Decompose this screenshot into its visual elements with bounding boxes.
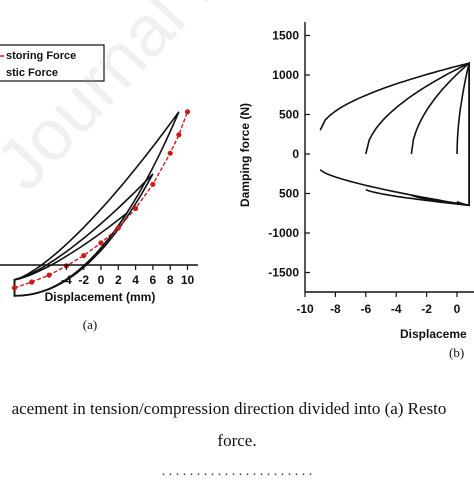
panel-b-x-tick-label: -2: [421, 302, 432, 316]
panel-a-tick-label: 4: [132, 273, 139, 287]
panel-a-restoring-line: [14, 111, 189, 289]
panel-a-restoring-point: [133, 205, 139, 211]
legend-label-elastic: stic Force: [6, 67, 58, 79]
legend-box: [0, 44, 105, 82]
panel-a-restoring-point: [46, 272, 52, 278]
panel-a-restoring-point: [81, 253, 87, 259]
panel-a-tick-label: 0: [98, 273, 105, 287]
panel-a-restoring-point: [176, 132, 182, 138]
panel-b-y-axis-title: Damping force (N): [238, 103, 252, 207]
figure-caption-line-2: force.: [217, 431, 257, 450]
panel-b-x-tick-label: -4: [391, 302, 402, 316]
panel-b-y-tick-label: -1000: [268, 226, 299, 240]
panel-b-x-tick-label: 0: [454, 302, 461, 316]
panel-b-hysteresis-loops: [319, 61, 470, 207]
panel-b-label: (b): [449, 345, 464, 360]
panel-b-x-tick-label: -8: [330, 302, 341, 316]
figure-caption-line-1: acement in tension/compression direction…: [11, 399, 447, 418]
panel-b-y-tick-label: 1500: [272, 29, 299, 43]
panel-a-restoring-point: [167, 150, 173, 156]
panel-a-restoring-point: [11, 285, 18, 291]
panel-a-hysteresis-loops: [13, 111, 180, 297]
panel-b-y-tick-label: 0: [292, 147, 299, 161]
panel-a-loop-3: [13, 111, 180, 297]
panel-a-restoring-series: [11, 109, 191, 291]
panel-b-y-tick-label: 500: [279, 187, 299, 201]
panel-a-restoring-force-plot: storing Force stic Force -4 -2 0 2 4 6 8 10 Dis…: [0, 44, 198, 332]
panel-b-x-ticks: -10 -8 -6 -4 -2 0: [296, 292, 461, 316]
panel-a-tick-label: 6: [150, 273, 157, 287]
panel-b-y-tick-label: 1000: [272, 68, 299, 82]
panel-a-tick-label: 2: [115, 273, 122, 287]
panel-b-x-tick-label: -6: [360, 302, 371, 316]
panel-b-y-tick-label: -1500: [268, 266, 299, 280]
panel-b-loop-2: [365, 61, 470, 207]
panel-a-x-ticks: -4 -2 0 2 4 6 8 10: [61, 265, 194, 287]
panel-b-y-ticks: 1500 1000 500 0 500 -1000 -1500: [268, 29, 310, 280]
panel-a-tick-label: -2: [78, 273, 89, 287]
panel-a-restoring-point: [150, 181, 156, 187]
panel-b-loop-4: [456, 63, 470, 207]
panel-a-restoring-point: [115, 225, 121, 231]
panel-b-x-axis-title: Displaceme: [400, 327, 467, 341]
panel-b-y-tick-label: 500: [279, 108, 299, 122]
legend-label-restoring: storing Force: [6, 50, 76, 62]
figure-caption-line-3: . . . . . . . . . . . . . . . . . . . . …: [161, 464, 313, 479]
panel-a-restoring-point: [184, 109, 191, 115]
panel-a-tick-label: -4: [61, 273, 72, 287]
panel-b-damping-force-plot: 1500 1000 500 0 500 -1000 -1500 -10 -8 -6 -4 -2 0 D…: [238, 22, 474, 360]
panel-a-label: (a): [83, 317, 97, 332]
panel-a-x-axis-title: Displacement (mm): [45, 290, 156, 304]
panel-b-x-tick-label: -10: [296, 302, 314, 316]
panel-a-restoring-point: [98, 240, 104, 246]
panel-b-loop-3: [410, 61, 470, 207]
panel-a-tick-label: 10: [181, 273, 195, 287]
panel-a-tick-label: 8: [167, 273, 174, 287]
panel-a-restoring-point: [29, 279, 35, 285]
